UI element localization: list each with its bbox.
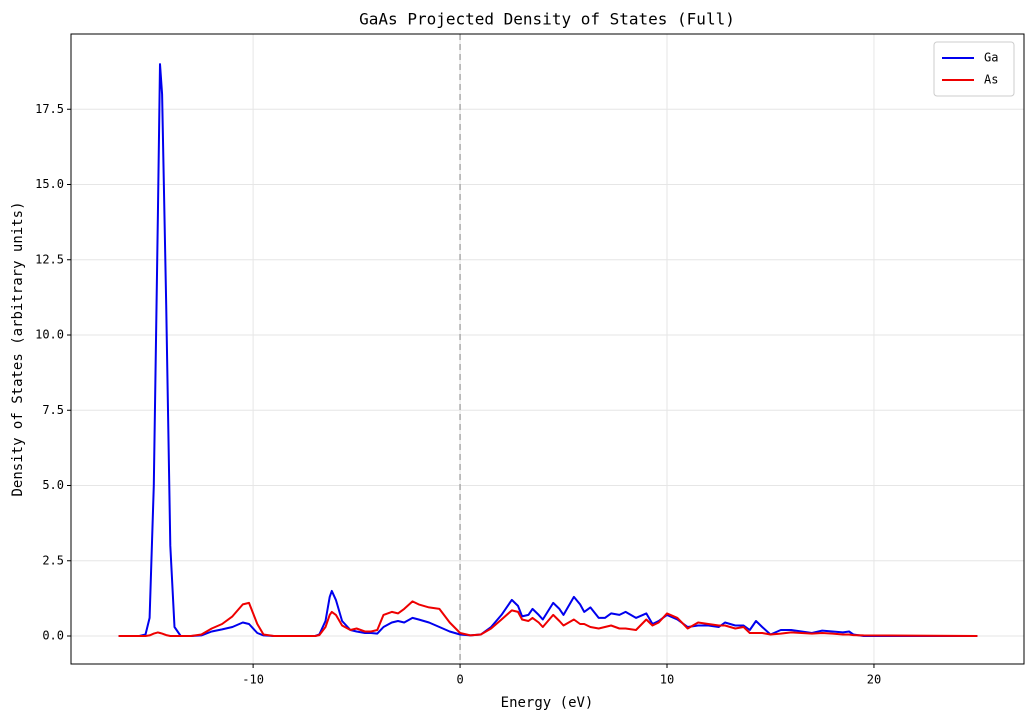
y-tick-label: 2.5 xyxy=(42,553,64,567)
y-tick-label: 0.0 xyxy=(42,629,64,643)
x-tick-label: 10 xyxy=(660,673,674,687)
x-tick-label: 20 xyxy=(867,673,881,687)
y-tick-label: 17.5 xyxy=(35,102,64,116)
series-line xyxy=(118,63,978,637)
y-tick-label: 5.0 xyxy=(42,478,64,492)
y-tick-label: 15.0 xyxy=(35,177,64,191)
x-tick-label: 0 xyxy=(456,673,463,687)
y-tick-label: 7.5 xyxy=(42,403,64,417)
legend-label: As xyxy=(984,73,998,87)
y-axis-label: Density of States (arbitrary units) xyxy=(10,201,26,496)
x-tick-label: -10 xyxy=(242,673,264,687)
x-axis-label: Energy (eV) xyxy=(501,695,594,711)
chart-title: GaAs Projected Density of States (Full) xyxy=(359,10,735,29)
legend-label: Ga xyxy=(984,51,998,65)
y-tick-label: 10.0 xyxy=(35,328,64,342)
series-line xyxy=(118,600,978,637)
plot-frame xyxy=(70,33,1025,665)
y-tick-label: 12.5 xyxy=(35,252,64,266)
legend-box xyxy=(933,41,1015,97)
